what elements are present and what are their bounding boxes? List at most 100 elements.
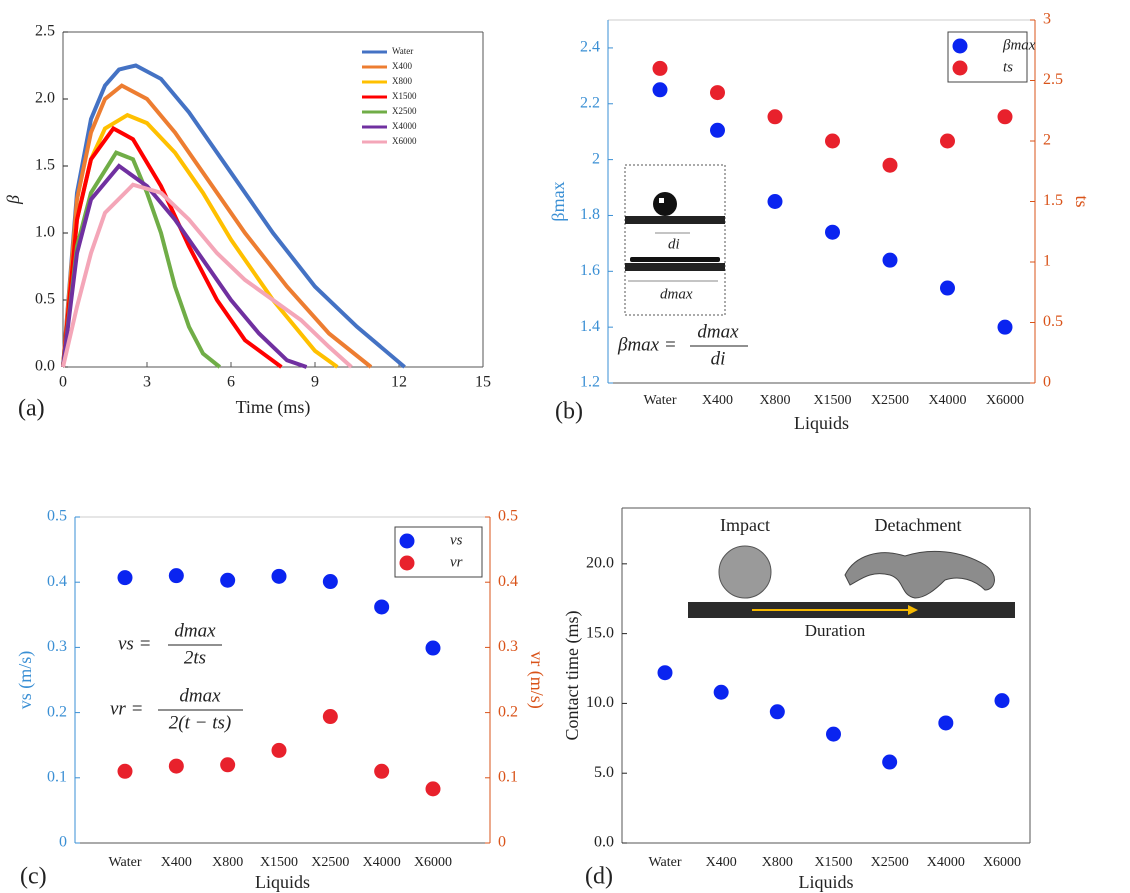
y-tick-label: 1.4 bbox=[580, 318, 600, 335]
legend-swatch bbox=[952, 60, 968, 76]
y-tick-label: 2 bbox=[592, 150, 600, 167]
point bbox=[374, 599, 390, 615]
point bbox=[220, 757, 236, 773]
x-axis-label: Liquids bbox=[794, 413, 849, 433]
formula-num: dmax bbox=[697, 321, 739, 342]
formula-num: dmax bbox=[179, 685, 221, 706]
point bbox=[882, 252, 898, 268]
point bbox=[168, 758, 184, 774]
panel: 0.0 5.0 10.0 15.0 20.0 Water X400 X800 X1500 X250… bbox=[562, 507, 1031, 892]
legend-label: X400 bbox=[392, 61, 412, 71]
detaching-drop bbox=[844, 550, 995, 599]
point bbox=[271, 568, 287, 584]
x-tick-label: X4000 bbox=[928, 393, 966, 408]
y-axis-label: vs (m/s) bbox=[15, 651, 36, 710]
formula-den: 2(t − ts) bbox=[169, 712, 231, 733]
x-tick-label: X2500 bbox=[871, 393, 909, 408]
x-tick-label: Water bbox=[108, 855, 141, 870]
y-tick-label: 15.0 bbox=[586, 624, 614, 641]
point bbox=[322, 574, 338, 590]
formula-num: dmax bbox=[174, 620, 216, 641]
line-series bbox=[61, 83, 373, 369]
legend-label: X800 bbox=[392, 76, 412, 86]
inset-label: dmax bbox=[660, 286, 693, 302]
y2-tick-label: 0.4 bbox=[498, 573, 518, 590]
legend-label: βmax bbox=[1002, 37, 1036, 53]
point bbox=[374, 763, 390, 779]
point bbox=[710, 85, 725, 101]
legend-label: vr bbox=[450, 554, 463, 570]
line-series bbox=[61, 125, 283, 369]
y-tick-label: 10.0 bbox=[586, 694, 614, 711]
y-tick-label: 20.0 bbox=[586, 555, 614, 572]
y2-axis-label: ts bbox=[1072, 195, 1092, 207]
y-tick-label: 1.0 bbox=[35, 224, 55, 241]
y-tick-label: 0.2 bbox=[47, 703, 67, 720]
inset-label: Detachment bbox=[875, 515, 962, 535]
x-tick-label: 15 bbox=[475, 374, 491, 391]
x-tick-label: 12 bbox=[391, 374, 407, 391]
point bbox=[710, 122, 725, 138]
y2-tick-label: 0.5 bbox=[498, 508, 518, 525]
x-tick-label: X1500 bbox=[814, 855, 852, 870]
x-tick-label: X800 bbox=[759, 393, 790, 408]
y2-tick-label: 2 bbox=[1043, 132, 1051, 149]
line-series bbox=[61, 112, 339, 369]
inset-frame bbox=[624, 164, 726, 316]
y2-tick-label: 0 bbox=[1043, 374, 1051, 391]
y-tick-label: 0.3 bbox=[47, 638, 67, 655]
point bbox=[117, 570, 133, 586]
y2-tick-label: 1 bbox=[1043, 253, 1051, 270]
arrow-head bbox=[908, 605, 918, 615]
point bbox=[657, 665, 673, 681]
x-tick-label: Water bbox=[648, 855, 681, 870]
panel: 0 0.1 0.2 0.3 0.4 0.5 0 0.1 0.2 0.3 0.4 0.5 Water X40… bbox=[15, 508, 547, 892]
legend-label: Water bbox=[392, 46, 413, 56]
spread-drop bbox=[630, 257, 720, 262]
line-series bbox=[61, 163, 308, 369]
y-tick-label: 2.5 bbox=[35, 23, 55, 40]
x-tick-label: 9 bbox=[311, 374, 319, 391]
panel-label: (c) bbox=[20, 864, 47, 890]
y2-tick-label: 3 bbox=[1043, 11, 1051, 28]
y2-tick-label: 0.3 bbox=[498, 638, 518, 655]
legend-label: X4000 bbox=[392, 121, 417, 131]
point bbox=[940, 280, 955, 296]
point bbox=[652, 60, 668, 76]
y2-tick-label: 2.5 bbox=[1043, 71, 1063, 88]
x-tick-label: X400 bbox=[702, 393, 733, 408]
y-tick-label: 1.2 bbox=[580, 374, 600, 391]
x-tick-label: X4000 bbox=[927, 855, 965, 870]
formula-lhs: βmax = bbox=[617, 334, 677, 355]
point bbox=[322, 709, 338, 725]
x-tick-label: X6000 bbox=[986, 393, 1024, 408]
legend-label: X6000 bbox=[392, 136, 417, 146]
legend-swatch bbox=[399, 533, 415, 549]
y-tick-label: 0.5 bbox=[47, 508, 67, 525]
panel: 0.0 0.5 1.0 1.5 2.0 2.5 0 3 6 9 12 15 Time (ms) β (a) W… bbox=[3, 23, 491, 422]
point bbox=[425, 640, 441, 656]
point bbox=[938, 715, 954, 731]
x-tick-label: X2500 bbox=[311, 855, 349, 870]
x-tick-label: X400 bbox=[706, 855, 737, 870]
point bbox=[713, 684, 729, 700]
legend-label: ts bbox=[1003, 59, 1013, 75]
panel-label: (a) bbox=[18, 396, 45, 422]
y-tick-label: 0.5 bbox=[35, 291, 55, 308]
point bbox=[425, 781, 441, 797]
y2-tick-label: 0.2 bbox=[498, 703, 518, 720]
y2-tick-label: 0.5 bbox=[1043, 313, 1063, 330]
point bbox=[882, 157, 898, 173]
point bbox=[168, 568, 184, 584]
y-tick-label: 1.6 bbox=[580, 262, 600, 279]
point bbox=[767, 109, 783, 125]
formula-den: 2ts bbox=[184, 647, 206, 668]
y-tick-label: 0.0 bbox=[35, 358, 55, 375]
point bbox=[117, 763, 133, 779]
y2-tick-label: 1.5 bbox=[1043, 192, 1063, 209]
y2-tick-label: 0 bbox=[498, 834, 506, 851]
x-tick-label: 3 bbox=[143, 374, 151, 391]
y-tick-label: 2.2 bbox=[580, 94, 600, 111]
droplet-highlight bbox=[659, 198, 664, 203]
y-tick-label: 5.0 bbox=[594, 764, 614, 781]
